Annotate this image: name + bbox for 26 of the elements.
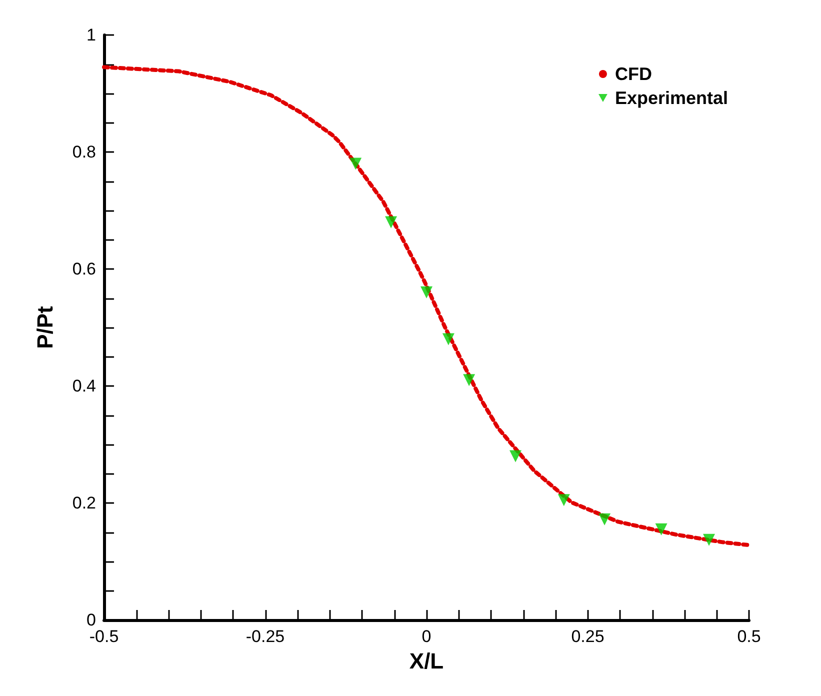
point bbox=[510, 450, 522, 462]
y-axis-title: P/Pt bbox=[32, 305, 58, 349]
point bbox=[703, 534, 716, 546]
x-tick-label: -0.25 bbox=[246, 627, 285, 646]
point bbox=[655, 523, 668, 536]
point bbox=[558, 494, 570, 506]
x-tick-label: -0.5 bbox=[89, 627, 119, 646]
y-tick-label: 1 bbox=[86, 26, 96, 44]
x-axis-title: X/L bbox=[409, 648, 444, 674]
point bbox=[385, 216, 398, 228]
point bbox=[463, 374, 476, 386]
line-series bbox=[102, 65, 751, 548]
x-tick-label: 0.25 bbox=[571, 627, 604, 646]
y-tick-label: 0.8 bbox=[72, 142, 96, 162]
legend-label: Experimental bbox=[614, 88, 728, 108]
y-tick-label: 0.4 bbox=[72, 376, 96, 396]
y-tick-label: 0.6 bbox=[72, 260, 96, 278]
y-tick-label: 0 bbox=[86, 610, 96, 630]
point bbox=[442, 333, 454, 346]
point bbox=[350, 158, 362, 170]
point bbox=[598, 513, 611, 526]
x-tick-label: 0.5 bbox=[737, 627, 761, 646]
legend-label: CFD bbox=[614, 64, 652, 84]
x-tick-label: 0 bbox=[422, 627, 432, 646]
point bbox=[420, 286, 432, 298]
y-tick-label: 0.2 bbox=[72, 494, 96, 512]
